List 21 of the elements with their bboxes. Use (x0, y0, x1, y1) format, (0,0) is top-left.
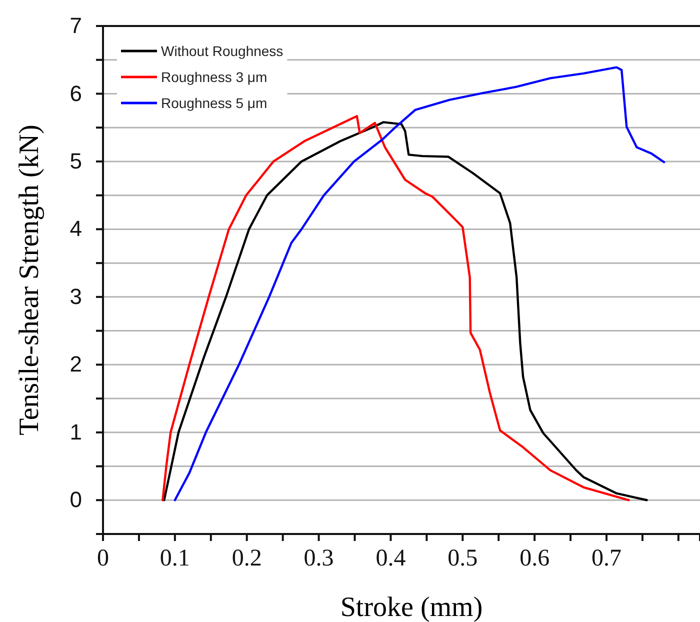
x-axis-title: Stroke (mm) (340, 592, 483, 622)
legend-label: Without Roughness (161, 43, 284, 59)
x-tick-label: 0 (97, 546, 109, 572)
y-tick-label: 5 (70, 148, 82, 174)
legend-label: Roughness 3 μm (161, 69, 268, 85)
y-tick-label: 3 (70, 284, 82, 309)
x-tick-label: 0.7 (591, 546, 622, 572)
y-tick-label: 1 (70, 419, 82, 444)
y-tick-label: 0 (70, 487, 82, 512)
x-tick-label: 0.6 (520, 546, 550, 572)
y-tick-label: 7 (70, 13, 82, 38)
x-tick-label: 0.2 (232, 546, 262, 572)
legend-label: Roughness 5 μm (161, 95, 268, 111)
y-axis-title: Tensile-shear Strength (kN) (14, 124, 45, 436)
y-tick-label: 2 (70, 352, 82, 377)
y-tick-label: 6 (70, 80, 82, 106)
x-tick-label: 0.5 (448, 546, 478, 572)
y-tick-label: 4 (70, 216, 82, 242)
x-tick-label: 0.1 (160, 546, 190, 572)
x-tick-label: 0.4 (376, 546, 406, 572)
x-tick-label: 0.3 (304, 546, 334, 572)
